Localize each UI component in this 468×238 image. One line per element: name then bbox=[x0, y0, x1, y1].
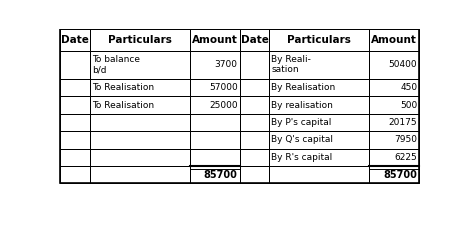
Text: 25000: 25000 bbox=[209, 101, 238, 109]
Text: To Realisation: To Realisation bbox=[92, 83, 154, 92]
Text: 50400: 50400 bbox=[388, 60, 417, 69]
Text: 20175: 20175 bbox=[388, 118, 417, 127]
Text: Particulars: Particulars bbox=[287, 35, 351, 45]
Text: By Q's capital: By Q's capital bbox=[271, 135, 333, 144]
Text: Amount: Amount bbox=[372, 35, 417, 45]
Text: By Reali-
sation: By Reali- sation bbox=[271, 55, 311, 74]
Text: 6225: 6225 bbox=[395, 153, 417, 162]
Text: By realisation: By realisation bbox=[271, 101, 333, 109]
Text: By Realisation: By Realisation bbox=[271, 83, 336, 92]
Text: 500: 500 bbox=[400, 101, 417, 109]
Text: Amount: Amount bbox=[192, 35, 238, 45]
Text: 85700: 85700 bbox=[383, 170, 417, 180]
Text: 450: 450 bbox=[400, 83, 417, 92]
Text: 7950: 7950 bbox=[394, 135, 417, 144]
Text: Date: Date bbox=[241, 35, 269, 45]
Text: To balance
b/d: To balance b/d bbox=[92, 55, 140, 74]
Text: 3700: 3700 bbox=[215, 60, 238, 69]
Text: By P's capital: By P's capital bbox=[271, 118, 332, 127]
Text: To Realisation: To Realisation bbox=[92, 101, 154, 109]
Text: 85700: 85700 bbox=[204, 170, 238, 180]
Text: 57000: 57000 bbox=[209, 83, 238, 92]
Text: Date: Date bbox=[61, 35, 89, 45]
Text: By R's capital: By R's capital bbox=[271, 153, 332, 162]
Text: Particulars: Particulars bbox=[108, 35, 172, 45]
